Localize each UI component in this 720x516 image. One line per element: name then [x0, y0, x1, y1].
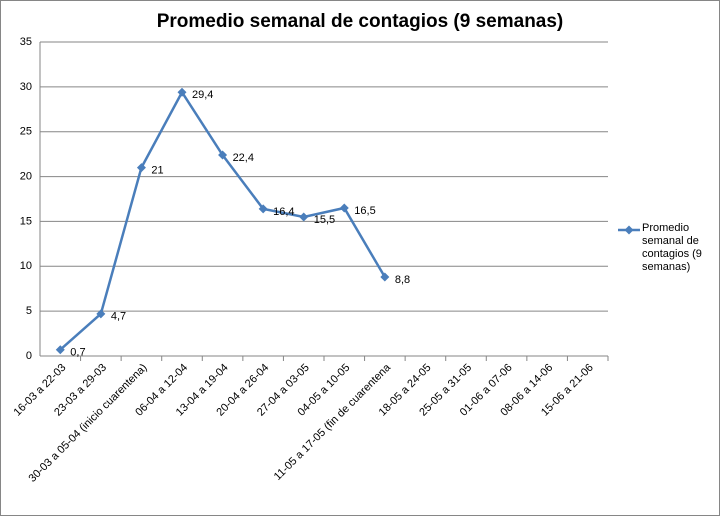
- data-label: 4,7: [111, 311, 126, 323]
- y-tick-label: 0: [26, 350, 32, 362]
- data-point: [218, 150, 228, 160]
- data-point: [299, 212, 309, 222]
- y-tick-label: 15: [20, 215, 32, 227]
- data-label: 21: [151, 165, 163, 177]
- y-tick-label: 35: [20, 36, 32, 48]
- data-point: [55, 345, 65, 355]
- data-point: [96, 309, 106, 319]
- data-point: [136, 163, 146, 173]
- y-tick-label: 20: [20, 170, 32, 182]
- data-point: [339, 203, 349, 213]
- y-tick-label: 5: [26, 305, 32, 317]
- data-label: 16,5: [354, 205, 375, 217]
- data-point: [177, 87, 187, 97]
- data-label: 29,4: [192, 89, 213, 101]
- y-tick-label: 30: [20, 81, 32, 93]
- chart-title: Promedio semanal de contagios (9 semanas…: [157, 11, 564, 32]
- data-label: 16,4: [273, 206, 294, 218]
- legend-marker: [624, 225, 634, 235]
- y-tick-label: 10: [20, 260, 32, 272]
- data-point: [258, 204, 268, 214]
- data-label: 8,8: [395, 274, 410, 286]
- data-point: [380, 272, 390, 282]
- y-tick-label: 25: [20, 126, 32, 138]
- legend-label: Promedio semanal de contagios (9 semanas…: [642, 222, 702, 273]
- data-label: 22,4: [233, 152, 254, 164]
- data-label: 0,7: [70, 347, 85, 359]
- data-label: 15,5: [314, 214, 335, 226]
